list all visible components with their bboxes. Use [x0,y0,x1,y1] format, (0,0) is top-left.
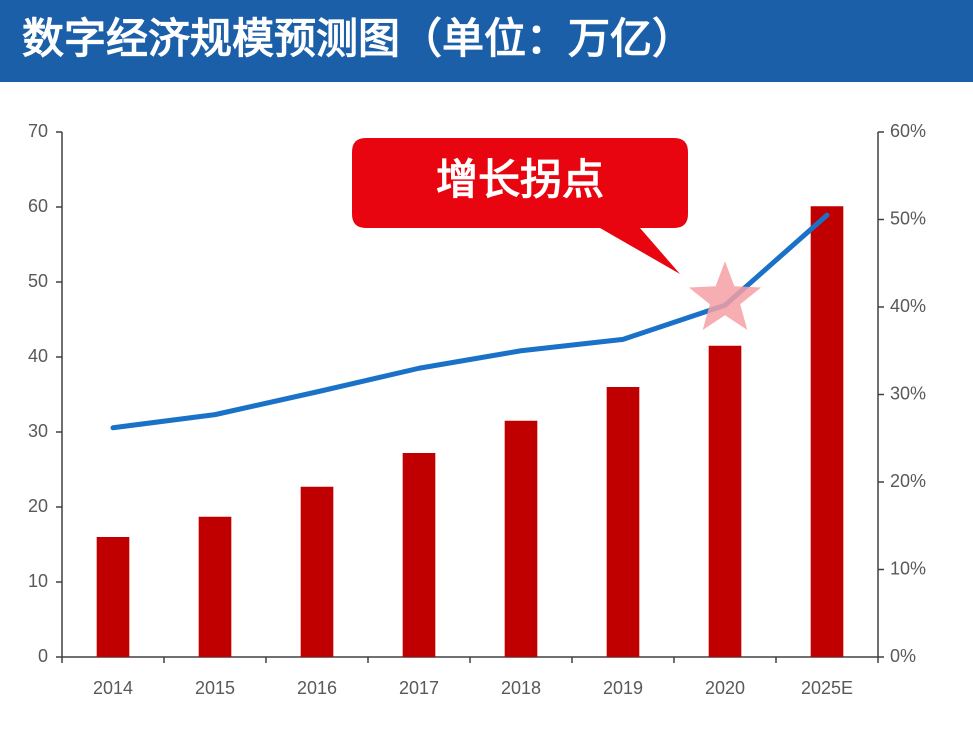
bar [300,486,334,657]
y2-tick-label: 0% [890,646,916,666]
y-tick-label: 40 [28,346,48,366]
y-tick-label: 20 [28,496,48,516]
x-tick-label: 2017 [399,678,439,698]
chart-title: 数字经济规模预测图（单位：万亿） [22,15,694,62]
y-tick-label: 70 [28,121,48,141]
star [688,261,762,330]
y2-tick-label: 10% [890,558,926,578]
y-tick-label: 50 [28,271,48,291]
y-tick-label: 0 [38,646,48,666]
y-tick-label: 60 [28,196,48,216]
bar [504,420,538,657]
y2-tick-label: 40% [890,296,926,316]
y2-tick-label: 60% [890,121,926,141]
x-tick-label: 2014 [93,678,133,698]
callout-bubble [352,138,688,274]
y-tick-label: 30 [28,421,48,441]
callout-text: 增长拐点 [436,156,604,203]
bar [198,516,232,657]
bar [96,537,130,657]
y-tick-label: 10 [28,571,48,591]
x-tick-label: 2019 [603,678,643,698]
y2-tick-label: 20% [890,471,926,491]
bar [606,387,640,657]
y2-tick-label: 50% [890,208,926,228]
callout: 增长拐点 [352,138,688,274]
bar [810,206,844,657]
x-tick-label: 2020 [705,678,745,698]
x-tick-label: 2025E [801,678,853,698]
bar [708,345,742,657]
x-tick-label: 2015 [195,678,235,698]
y2-tick-label: 30% [890,383,926,403]
x-tick-label: 2016 [297,678,337,698]
x-tick-label: 2018 [501,678,541,698]
title-banner [0,0,973,82]
bar [402,453,436,657]
